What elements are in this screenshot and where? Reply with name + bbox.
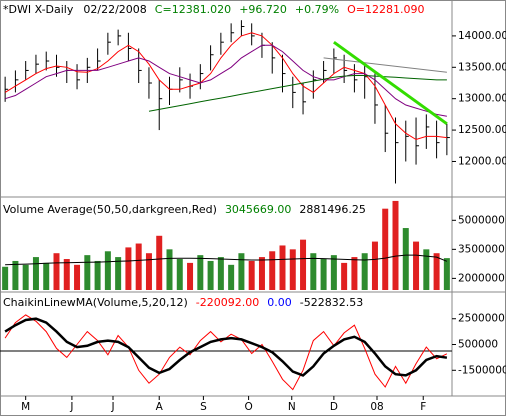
panel: 2000000 3500000 5000000	[2, 200, 505, 290]
y-tick-label: 13500.00	[458, 61, 506, 73]
y-tick-label: 2500000	[458, 313, 505, 325]
volume-bar	[32, 257, 39, 290]
x-tick-label: F	[420, 401, 426, 413]
volume-bar	[413, 241, 420, 290]
header-bg	[1, 203, 354, 217]
header-text: +0.79%	[295, 3, 339, 16]
header-text: -220092.00	[196, 296, 259, 309]
y-tick-label: 12000.00	[458, 155, 506, 167]
volume-bar	[361, 253, 368, 290]
line-series	[4, 317, 448, 377]
panel-header: Volume Average(50,50,darkgreen,Red) 30456…	[3, 203, 366, 216]
x-tick-label: M	[21, 401, 30, 413]
volume-bar	[22, 264, 29, 290]
y-tick-label: -1500000	[458, 364, 506, 376]
header-text: *DWI X-Daily	[3, 3, 74, 16]
y-tick-label: 2000000	[458, 272, 505, 284]
line-series	[5, 254, 448, 266]
x-tick-label: J	[110, 401, 114, 413]
volume-bar	[300, 239, 307, 290]
y-tick-label: 13000.00	[458, 93, 506, 105]
x-tick-label: 08	[370, 401, 383, 413]
volume-bar	[115, 257, 122, 290]
volume-bar	[125, 247, 132, 290]
volume-bar	[433, 253, 440, 290]
panel: 12000.00 12500.00 13000.00 13500.00 14000.00	[4, 20, 506, 184]
header-text: 2881496.25	[299, 203, 365, 216]
volume-bar	[94, 260, 101, 290]
volume-bar	[258, 257, 265, 290]
volume-bar	[228, 264, 235, 290]
header-text: Volume Average(50,50,darkgreen,Red)	[3, 203, 217, 216]
y-tick-label: 14000.00	[458, 30, 506, 42]
volume-bar	[145, 253, 152, 290]
volume-bar	[187, 262, 194, 290]
line-series	[148, 75, 447, 112]
volume-bar	[217, 257, 224, 290]
volume-bar	[176, 259, 183, 290]
x-tick-label: A	[156, 401, 164, 413]
header-text: O=12281.090	[347, 3, 424, 16]
volume-bar	[351, 257, 358, 290]
x-tick-label: S	[200, 401, 207, 413]
volume-bar	[74, 264, 81, 290]
header-text: -522832.53	[300, 296, 363, 309]
volume-bar	[53, 253, 60, 290]
volume-bar	[310, 253, 317, 290]
volume-bar	[166, 249, 173, 290]
volume-bar	[330, 255, 337, 290]
header-text: ChaikinLinewMA(Volume,5,20,12)	[3, 296, 188, 309]
volume-bar	[156, 235, 163, 290]
volume-bar	[423, 249, 430, 290]
volume-bar	[207, 260, 214, 290]
y-tick-label: 12500.00	[458, 124, 506, 136]
line-series	[4, 32, 447, 141]
volume-bar	[371, 241, 378, 290]
x-tick-label: J	[69, 401, 73, 413]
y-tick-label: 500000	[458, 339, 498, 351]
x-tick-label: D	[330, 401, 338, 413]
volume-bar	[269, 251, 276, 290]
line-series	[4, 44, 447, 117]
panel-header: ChaikinLinewMA(Volume,5,20,12) -220092.00…	[3, 296, 363, 309]
y-tick-label: 3500000	[458, 243, 505, 255]
header-text: 3045669.00	[225, 203, 291, 216]
panel-header: *DWI X-Daily 02/22/2008 C=12381.020 +96.720…	[3, 3, 424, 16]
header-text: +96.720	[239, 3, 287, 16]
header-text: C=12381.020	[155, 3, 231, 16]
volume-bar	[402, 228, 409, 290]
line-series	[333, 40, 448, 126]
panel: -1500000 500000 2500000	[0, 313, 506, 391]
volume-bar	[197, 255, 204, 290]
y-tick-label: 5000000	[458, 214, 505, 226]
volume-bar	[279, 245, 286, 290]
volume-bar	[63, 259, 70, 290]
volume-bar	[12, 260, 19, 290]
header-text: 02/22/2008	[83, 3, 146, 16]
volume-bar	[382, 208, 389, 290]
volume-bar	[392, 200, 399, 290]
volume-bar	[2, 266, 9, 290]
volume-bar	[135, 243, 142, 290]
volume-bar	[238, 253, 245, 290]
x-tick-label: O	[244, 401, 252, 413]
volume-bar	[248, 260, 255, 290]
volume-bar	[289, 249, 296, 290]
volume-bar	[104, 251, 111, 290]
header-text: 0.00	[267, 296, 292, 309]
header-bg	[1, 3, 387, 17]
line-series	[323, 57, 447, 73]
header-bg	[1, 296, 344, 310]
volume-bar	[43, 262, 50, 290]
volume-bar	[320, 259, 327, 290]
volume-bar	[443, 258, 450, 290]
volume-bar	[341, 262, 348, 290]
volume-bar	[84, 255, 91, 290]
x-tick-label: N	[288, 401, 296, 413]
